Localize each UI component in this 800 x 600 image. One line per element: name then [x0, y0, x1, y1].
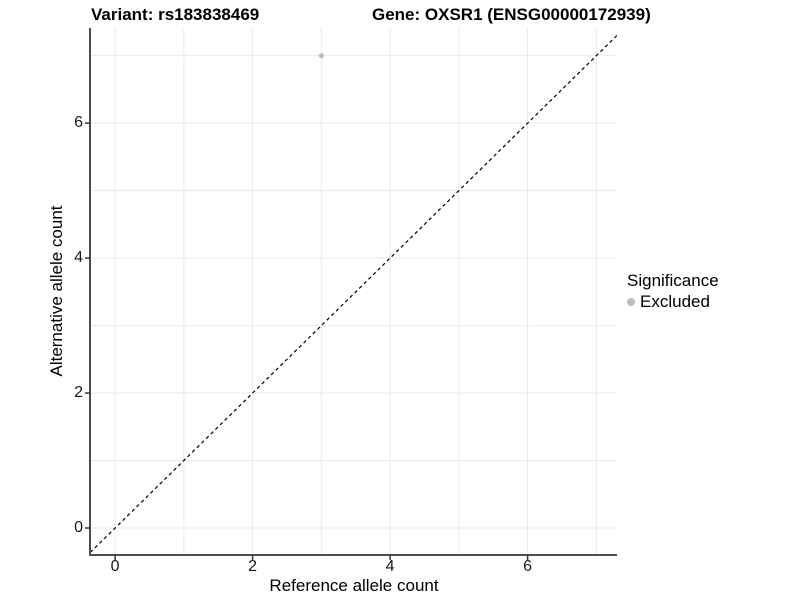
- legend-item-label: Excluded: [640, 292, 710, 311]
- y-tick-label-0: 0: [74, 519, 83, 536]
- x-axis-title: Reference allele count: [269, 576, 439, 595]
- y-tick-label-4: 4: [74, 249, 83, 267]
- y-tick-label-2: 2: [74, 384, 83, 402]
- x-tick-label-6: 6: [523, 558, 533, 575]
- x-tick-label-2: 2: [248, 558, 258, 575]
- x-tick-label-0: 0: [110, 558, 120, 575]
- legend: Significance Excluded: [627, 271, 719, 312]
- legend-item-excluded: Excluded: [627, 292, 719, 312]
- x-tick-label-4: 4: [385, 558, 395, 575]
- y-axis-title: Alternative allele count: [47, 205, 66, 377]
- data-point-excluded-0: [318, 53, 324, 59]
- identity-dashed-line: [90, 34, 617, 554]
- plot-title-gene: Gene: OXSR1 (ENSG00000172939): [372, 5, 651, 24]
- plot-title-variant: Variant: rs183838469: [91, 5, 260, 24]
- y-tick-label-6: 6: [74, 114, 83, 132]
- legend-point-icon: [627, 298, 635, 306]
- legend-title: Significance: [627, 271, 719, 290]
